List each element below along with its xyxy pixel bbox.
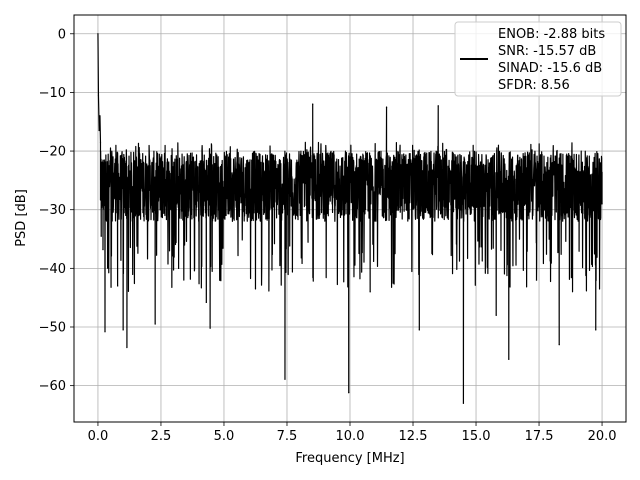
psd-point: [284, 378, 286, 380]
psd-point: [103, 162, 105, 164]
psd-point: [348, 392, 350, 394]
psd-point: [385, 106, 388, 108]
psd-point: [97, 94, 100, 96]
y-tick-label: −10: [39, 86, 66, 101]
y-tick-label: −50: [39, 320, 66, 335]
psd-point: [99, 115, 101, 117]
legend: ENOB: -2.88 bits SNR: -15.57 dB SINAD: -…: [454, 21, 622, 97]
legend-entry-enob: ENOB: -2.88 bits: [498, 27, 605, 42]
psd-point: [418, 329, 420, 331]
psd-point: [205, 301, 207, 303]
x-axis-label: Frequency [MHz]: [295, 451, 404, 466]
psd-point: [312, 103, 314, 105]
psd-point: [100, 235, 102, 237]
psd-point: [101, 179, 103, 181]
x-tick-label: 17.5: [525, 429, 554, 444]
psd-point: [369, 291, 371, 293]
legend-entry-sfdr: SFDR: 8.56: [498, 78, 570, 93]
legend-entry-snr: SNR: -15.57 dB: [498, 44, 596, 59]
psd-point: [104, 331, 106, 333]
psd-point: [495, 314, 497, 316]
psd-point: [558, 343, 560, 346]
y-tick-label: −30: [39, 203, 66, 218]
psd-point: [154, 323, 156, 325]
psd-point: [508, 358, 510, 360]
psd-trace: [97, 33, 603, 404]
x-tick-label: 12.5: [399, 429, 428, 444]
y-tick-label: −20: [39, 145, 66, 160]
psd-point: [99, 141, 102, 143]
y-tick-label: 0: [58, 27, 66, 42]
psd-point: [110, 286, 112, 288]
psd-point: [595, 329, 597, 331]
y-tick-label: −60: [39, 379, 66, 394]
psd-point: [126, 346, 128, 349]
x-tick-label: 7.5: [277, 429, 298, 444]
x-tick-label: 20.0: [588, 429, 617, 444]
legend-entry-sinad: SINAD: -15.6 dB: [498, 61, 602, 76]
x-tick-label: 15.0: [462, 429, 491, 444]
x-tick-label: 10.0: [336, 429, 365, 444]
psd-point: [209, 327, 211, 329]
psd-point: [117, 285, 119, 287]
psd-point: [535, 279, 538, 281]
psd-series: [97, 33, 603, 404]
x-tick-label: 2.5: [151, 429, 172, 444]
psd-point: [254, 288, 257, 290]
psd-point: [462, 402, 465, 404]
psd-point: [601, 203, 603, 205]
psd-point: [102, 248, 104, 251]
psd-point: [178, 267, 180, 269]
y-tick-label: −40: [39, 262, 66, 277]
psd-point: [97, 33, 99, 35]
x-tick-label: 5.0: [214, 429, 235, 444]
psd-point: [122, 329, 124, 331]
legend-box: [454, 21, 622, 97]
psd-point: [106, 197, 108, 199]
y-axis-label: PSD [dB]: [14, 189, 29, 247]
psd-point: [437, 105, 439, 107]
x-tick-label: 0.0: [88, 429, 109, 444]
psd-point: [98, 129, 100, 132]
axis-ticks: 0.0 2.5 5.0 7.5 10.0 12.5 15.0 17.5 20.0 0 −10 −20 −…: [39, 27, 617, 444]
